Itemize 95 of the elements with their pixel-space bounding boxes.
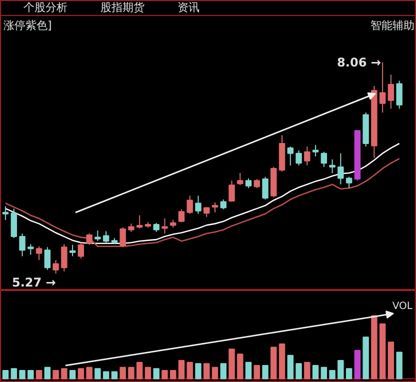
bar <box>304 362 310 380</box>
candlestick <box>312 144 319 157</box>
bar <box>102 371 110 380</box>
text: 股指期货 <box>100 1 144 14</box>
candlestick <box>228 180 235 202</box>
candlestick <box>28 244 34 256</box>
candlestick <box>329 158 336 174</box>
candlestick <box>338 152 344 185</box>
candlestick <box>245 178 252 189</box>
candlestick <box>396 80 402 110</box>
candlestick <box>44 246 51 270</box>
bar <box>44 366 51 380</box>
bar <box>296 363 302 380</box>
text: VOL <box>392 301 413 312</box>
candlestick <box>36 246 42 260</box>
candlestick <box>69 244 76 257</box>
bar <box>379 323 386 380</box>
bar <box>120 366 126 380</box>
text: 涨停紫色] <box>4 19 52 32</box>
bar <box>254 364 260 380</box>
text: 5.27 → <box>12 276 56 290</box>
bar <box>195 363 202 380</box>
candlestick <box>320 151 328 168</box>
text: 个股分析 <box>24 1 68 14</box>
candlestick <box>102 230 110 244</box>
bar <box>354 350 361 380</box>
bar <box>329 370 336 380</box>
candlestick <box>379 62 386 113</box>
candlestick <box>262 176 268 200</box>
candlestick <box>10 208 18 239</box>
bar <box>2 370 9 380</box>
candlestick <box>78 242 84 259</box>
bar <box>86 366 92 380</box>
bar <box>278 344 286 380</box>
candlestick <box>287 146 294 166</box>
candlestick <box>162 218 168 234</box>
annotation: 8.06 → <box>337 56 381 70</box>
candlestick <box>2 206 9 220</box>
bar <box>245 362 252 380</box>
bar <box>346 368 352 380</box>
bar <box>396 352 402 380</box>
candlestick <box>346 176 352 189</box>
bar <box>136 362 143 380</box>
candlestick <box>195 195 202 214</box>
bar <box>78 368 84 380</box>
candlestick <box>296 150 302 166</box>
candlestick <box>136 214 143 229</box>
bar <box>212 366 218 380</box>
candlestick <box>86 233 92 246</box>
bar <box>186 362 193 380</box>
bar <box>19 370 26 380</box>
bar <box>36 370 42 380</box>
candlestick <box>254 178 260 189</box>
bar <box>144 366 152 380</box>
bar <box>204 363 210 380</box>
bar <box>111 371 118 380</box>
bar <box>320 366 328 380</box>
candlestick <box>120 226 126 248</box>
candlestick <box>304 146 310 166</box>
bar <box>61 368 68 380</box>
text: 智能辅助 <box>370 19 414 32</box>
bar <box>10 368 18 380</box>
candlestick <box>212 202 218 213</box>
bar <box>312 364 319 380</box>
bar <box>237 354 244 380</box>
candlestick <box>178 208 185 223</box>
candlestick <box>52 260 59 274</box>
bar <box>162 370 168 380</box>
candlestick <box>237 172 244 186</box>
bar <box>28 370 34 380</box>
bar <box>371 315 378 380</box>
bar <box>362 336 369 380</box>
bar <box>52 370 59 380</box>
bar <box>170 370 176 380</box>
candlestick <box>204 206 210 218</box>
candlestick <box>94 230 101 242</box>
bar <box>338 360 344 380</box>
candlestick <box>220 198 226 210</box>
bar <box>388 342 394 380</box>
candlestick <box>186 195 193 214</box>
bar <box>287 354 294 380</box>
bar <box>178 360 185 380</box>
bar <box>220 363 226 380</box>
bar <box>153 368 160 380</box>
text: 资讯 <box>178 1 200 14</box>
candlestick <box>19 233 26 257</box>
bar <box>228 348 235 380</box>
bar <box>94 368 101 380</box>
bar <box>69 370 76 380</box>
candlestick <box>61 244 68 272</box>
candlestick <box>388 74 394 110</box>
bar <box>262 364 268 380</box>
candlestick <box>153 222 160 233</box>
bar <box>128 366 134 380</box>
bar <box>270 346 277 380</box>
